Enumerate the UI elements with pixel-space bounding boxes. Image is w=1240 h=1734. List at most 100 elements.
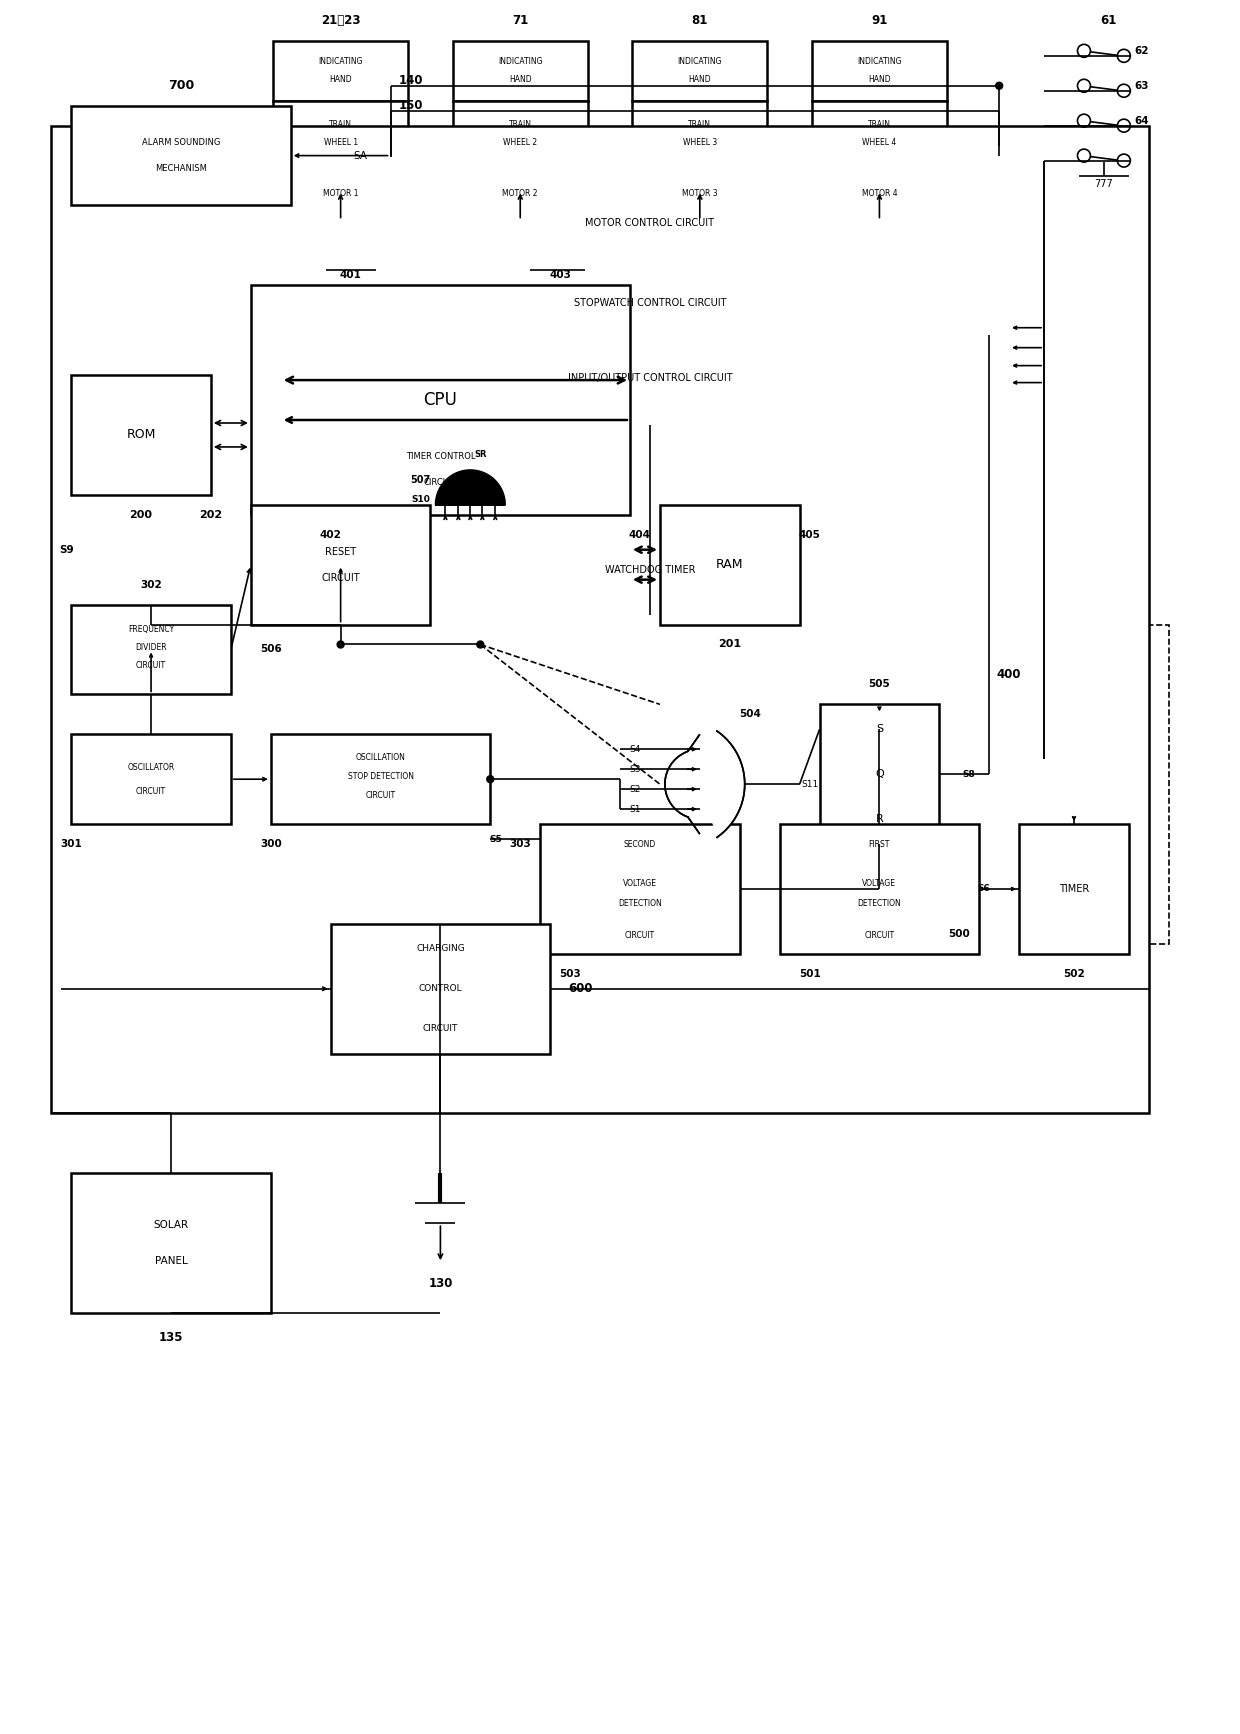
- Text: CPU: CPU: [424, 392, 458, 409]
- Text: TRAIN: TRAIN: [688, 120, 712, 128]
- Text: 507: 507: [410, 475, 430, 486]
- Text: S8: S8: [962, 770, 976, 779]
- Text: S9: S9: [60, 544, 73, 555]
- Text: VOLTAGE: VOLTAGE: [862, 879, 897, 888]
- Circle shape: [996, 81, 1003, 88]
- Bar: [71, 106, 290, 206]
- Text: 506: 506: [260, 645, 281, 654]
- Text: CIRCUIT: CIRCUIT: [625, 931, 655, 940]
- Text: SR: SR: [474, 451, 486, 460]
- Bar: [273, 165, 408, 220]
- Text: FIRST: FIRST: [869, 839, 890, 848]
- Text: S6: S6: [978, 884, 991, 893]
- Text: TRAIN: TRAIN: [329, 120, 352, 128]
- Text: 130: 130: [428, 1276, 453, 1290]
- Text: 501: 501: [799, 969, 821, 978]
- Text: ROM: ROM: [126, 428, 156, 442]
- Bar: [820, 704, 939, 844]
- Bar: [453, 101, 588, 165]
- Text: CIRCUIT: CIRCUIT: [423, 1025, 458, 1033]
- Text: S2: S2: [629, 786, 641, 794]
- Text: CIRCUIT: CIRCUIT: [136, 661, 166, 669]
- Circle shape: [487, 775, 494, 782]
- Text: SECOND: SECOND: [624, 839, 656, 848]
- Bar: [71, 605, 231, 694]
- Text: S: S: [875, 725, 883, 733]
- Text: OSCILLATION: OSCILLATION: [356, 753, 405, 761]
- Text: 700: 700: [167, 80, 195, 92]
- Text: INPUT/OUTPUT CONTROL CIRCUIT: INPUT/OUTPUT CONTROL CIRCUIT: [568, 373, 733, 383]
- Text: HAND: HAND: [868, 75, 890, 85]
- Text: CONTROL: CONTROL: [419, 985, 463, 994]
- Text: HAND: HAND: [688, 75, 711, 85]
- Text: CIRCUIT: CIRCUIT: [136, 787, 166, 796]
- Text: 300: 300: [260, 839, 281, 850]
- Text: S5: S5: [489, 834, 502, 843]
- Polygon shape: [435, 470, 505, 505]
- Text: SA: SA: [353, 151, 367, 161]
- Bar: [290, 191, 1009, 255]
- Bar: [780, 824, 980, 954]
- Bar: [290, 271, 1009, 335]
- Text: OSCILLATOR: OSCILLATOR: [128, 763, 175, 772]
- Text: 500: 500: [949, 929, 970, 938]
- Bar: [290, 525, 1009, 614]
- Text: S4: S4: [629, 746, 641, 754]
- Text: 200: 200: [129, 510, 153, 520]
- Text: S11: S11: [801, 780, 818, 789]
- Bar: [71, 1174, 270, 1313]
- Text: TIMER CONTROL: TIMER CONTROL: [405, 453, 475, 461]
- Text: INDICATING: INDICATING: [677, 57, 722, 66]
- Bar: [71, 733, 231, 824]
- Text: 135: 135: [159, 1332, 184, 1344]
- Text: WHEEL 3: WHEEL 3: [683, 137, 717, 147]
- Text: CHARGING: CHARGING: [417, 945, 465, 954]
- Text: VOLTAGE: VOLTAGE: [622, 879, 657, 888]
- Text: 61: 61: [1101, 14, 1117, 28]
- Bar: [541, 824, 740, 954]
- Text: DETECTION: DETECTION: [858, 900, 901, 909]
- Text: 202: 202: [200, 510, 222, 520]
- Circle shape: [337, 642, 345, 649]
- Text: 62: 62: [1135, 45, 1149, 55]
- Text: R: R: [875, 813, 883, 824]
- Bar: [290, 425, 590, 515]
- Bar: [812, 101, 947, 165]
- Text: WHEEL 1: WHEEL 1: [324, 137, 357, 147]
- Text: MOTOR 4: MOTOR 4: [862, 189, 898, 198]
- Text: INDICATING: INDICATING: [857, 57, 901, 66]
- Text: 21～23: 21～23: [321, 14, 361, 28]
- Text: WHEEL 2: WHEEL 2: [503, 137, 537, 147]
- Bar: [453, 42, 588, 101]
- Text: 63: 63: [1135, 81, 1149, 90]
- Text: 71: 71: [512, 14, 528, 28]
- Text: RESET: RESET: [325, 546, 356, 557]
- Text: CIRCUIT: CIRCUIT: [424, 479, 458, 487]
- Text: WATCHDOG TIMER: WATCHDOG TIMER: [605, 565, 696, 574]
- Text: 303: 303: [510, 839, 531, 850]
- Bar: [632, 165, 768, 220]
- Bar: [273, 101, 408, 165]
- Text: 502: 502: [1063, 969, 1085, 978]
- Text: STOP DETECTION: STOP DETECTION: [347, 772, 413, 780]
- Bar: [250, 505, 430, 624]
- Bar: [1019, 824, 1128, 954]
- Text: ALARM SOUNDING: ALARM SOUNDING: [141, 139, 221, 147]
- Bar: [71, 375, 211, 494]
- Bar: [632, 42, 768, 101]
- Text: S1: S1: [629, 805, 641, 813]
- Text: MOTOR CONTROL CIRCUIT: MOTOR CONTROL CIRCUIT: [585, 218, 714, 227]
- Bar: [812, 165, 947, 220]
- Bar: [61, 595, 620, 855]
- Text: 401: 401: [340, 271, 362, 281]
- Bar: [280, 146, 1069, 704]
- Text: MOTOR 3: MOTOR 3: [682, 189, 718, 198]
- Text: STOPWATCH CONTROL CIRCUIT: STOPWATCH CONTROL CIRCUIT: [574, 298, 727, 307]
- Text: DIVIDER: DIVIDER: [135, 643, 167, 652]
- Circle shape: [477, 642, 484, 649]
- Bar: [270, 733, 490, 824]
- Text: 91: 91: [872, 14, 888, 28]
- Text: HAND: HAND: [508, 75, 532, 85]
- Text: CIRCUIT: CIRCUIT: [366, 791, 396, 799]
- Text: 400: 400: [997, 668, 1022, 681]
